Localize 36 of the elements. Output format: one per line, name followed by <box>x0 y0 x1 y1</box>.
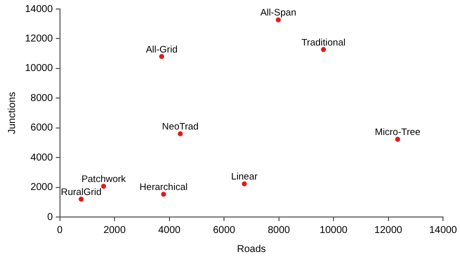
annotation: Micro-Tree <box>374 127 420 138</box>
annotation: All-Span <box>260 8 296 19</box>
y-tick-label: 2000 <box>30 182 54 194</box>
x-axis-title: Roads <box>237 244 266 255</box>
annotation: Linear <box>231 172 258 183</box>
annotation: Patchwork <box>81 174 126 186</box>
x-tick-label: 10000 <box>320 224 348 236</box>
annotation: Herarchical <box>140 182 188 194</box>
annotation: RuralGrid <box>60 187 102 198</box>
point <box>276 17 281 22</box>
point <box>178 131 183 136</box>
y-tick-label: 14000 <box>24 4 54 15</box>
point <box>161 192 166 197</box>
annotation: All-Grid <box>146 44 178 56</box>
x-tick-label: 0 <box>57 224 64 236</box>
y-axis-title: Junctions <box>6 92 18 134</box>
point <box>242 181 247 186</box>
x-tick-label: 2000 <box>103 224 126 236</box>
y-tick-label: 8000 <box>30 92 54 104</box>
point <box>320 47 326 52</box>
x-tick-label: 4000 <box>158 224 181 236</box>
y-tick-label: 4000 <box>30 152 54 164</box>
y-tick-label: 6000 <box>30 122 54 134</box>
annotation: NeoTrad <box>162 122 199 133</box>
x-tick-label: 14000 <box>429 224 458 236</box>
annotation: Traditional <box>301 37 346 48</box>
point <box>78 196 84 202</box>
x-tick-label: 6000 <box>212 224 236 236</box>
y-tick-label: 0 <box>47 212 54 223</box>
y-tick-label: 12000 <box>24 33 54 44</box>
point <box>395 136 400 142</box>
y-tick-label: 10000 <box>24 63 54 74</box>
x-tick-label: 12000 <box>374 224 403 236</box>
x-tick-label: 8000 <box>268 224 290 236</box>
point <box>159 54 164 60</box>
point <box>101 184 106 189</box>
